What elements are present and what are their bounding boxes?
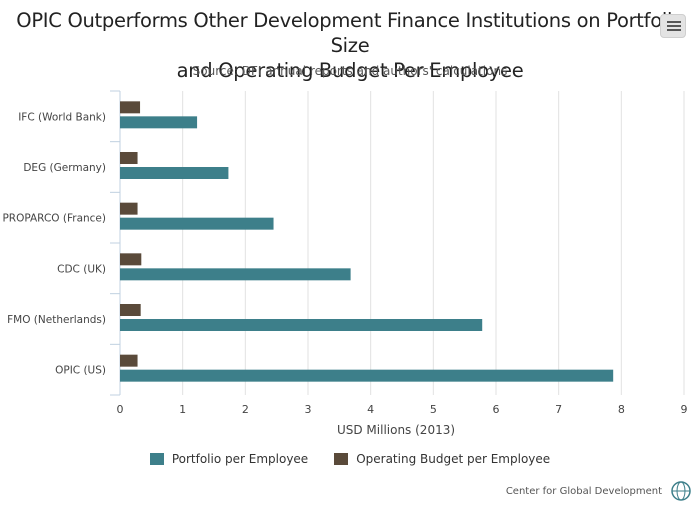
bar-budget: [120, 354, 138, 367]
x-tick-label: 2: [242, 403, 249, 416]
category-label: FMO (Netherlands): [7, 314, 106, 326]
bar-budget: [120, 152, 138, 164]
x-tick-label: 9: [681, 403, 688, 416]
x-tick-label: 0: [117, 403, 124, 416]
bar-portfolio: [120, 116, 198, 129]
cgd-globe-logo-icon: [671, 481, 691, 501]
category-label: OPIC (US): [55, 365, 106, 377]
bar-budget: [120, 304, 141, 316]
bar-portfolio: [120, 268, 351, 281]
legend-label-budget: Operating Budget per Employee: [356, 452, 551, 466]
category-label: PROPARCO (France): [2, 213, 106, 225]
x-tick-label: 5: [430, 403, 437, 416]
bar-budget: [120, 101, 141, 114]
category-label: CDC (UK): [57, 263, 106, 275]
hamburger-menu-icon[interactable]: [660, 14, 686, 38]
x-tick-label: 7: [555, 403, 562, 416]
chart-credit[interactable]: Center for Global Development: [505, 486, 662, 497]
bar-portfolio: [120, 319, 483, 331]
bar-portfolio: [120, 167, 229, 179]
category-label: IFC (World Bank): [18, 111, 106, 123]
x-tick-label: 6: [493, 403, 500, 416]
chart-title-line-1: OPIC Outperforms Other Development Finan…: [16, 9, 684, 57]
x-tick-label: 3: [305, 403, 312, 416]
bar-portfolio: [120, 369, 614, 382]
legend-swatch-budget: [334, 453, 349, 465]
x-tick-label: 8: [618, 403, 625, 416]
x-tick-label: 4: [367, 403, 374, 416]
chart-subtitle: Source: DFI annual reports and authors' …: [192, 64, 508, 78]
chart-legend: Portfolio per Employee Operating Budget …: [0, 452, 700, 466]
legend-item-portfolio[interactable]: Portfolio per Employee: [149, 452, 309, 466]
legend-swatch-portfolio: [149, 453, 164, 465]
legend-item-budget[interactable]: Operating Budget per Employee: [334, 452, 550, 466]
legend-label-portfolio: Portfolio per Employee: [171, 452, 309, 466]
bar-budget: [120, 202, 138, 215]
bar-budget: [120, 253, 142, 266]
x-axis-title: USD Millions (2013): [337, 423, 455, 437]
chart-title-line-2: and Operating Budget Per Employee: [176, 59, 524, 82]
chart-title: OPIC Outperforms Other Development Finan…: [0, 8, 700, 83]
bar-portfolio: [120, 217, 274, 230]
x-tick-label: 1: [179, 403, 186, 416]
category-label: DEG (Germany): [23, 162, 106, 174]
